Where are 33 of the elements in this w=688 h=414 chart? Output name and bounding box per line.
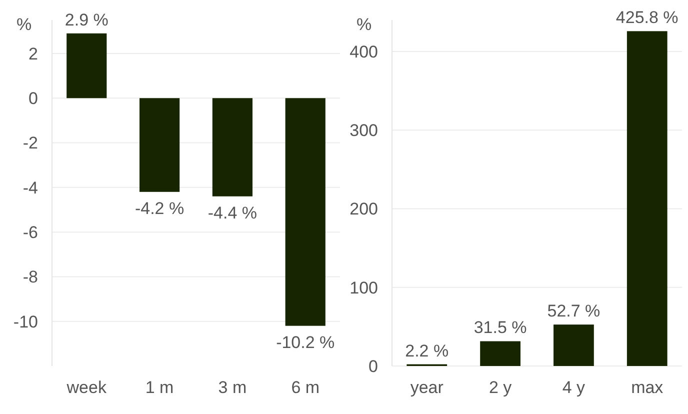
x-tick-label: 6 m [291,378,320,397]
y-tick-label: 100 [350,278,378,298]
data-label: -10.2 % [276,332,335,352]
x-tick-label: year [410,378,444,397]
y-tick-label: 0 [368,356,378,376]
data-label: -4.4 % [208,203,258,222]
y-axis-title: % [16,15,32,34]
data-label: 2.9 % [64,10,108,30]
bar [480,341,520,366]
y-tick-label: 200 [350,200,378,219]
y-axis-title: % [356,15,372,34]
bar [626,31,668,366]
x-tick-label: max [631,378,664,397]
data-label: -4.2 % [134,198,184,218]
data-label: 52.7 % [547,302,600,321]
y-tick-label: -2 [22,134,38,153]
data-label: 31.5 % [474,318,527,338]
y-tick-label: -6 [22,223,38,242]
y-tick-label: -4 [22,178,38,198]
bar [554,324,594,366]
x-tick-label: 3 m [218,378,247,397]
x-tick-label: 4 y [562,378,586,397]
x-tick-label: 1 m [145,378,174,397]
y-tick-label: 2 [28,44,38,64]
data-label: 425.8 % [616,8,678,28]
y-tick-label: 400 [350,42,378,62]
data-label: 2.2 % [405,341,449,360]
x-tick-label: 2 y [488,378,512,397]
y-tick-label: -8 [22,268,38,287]
y-tick-label: 0 [28,89,38,108]
y-tick-label: -10 [13,312,38,332]
y-tick-label: 300 [350,121,378,140]
x-tick-label: week [66,378,107,397]
